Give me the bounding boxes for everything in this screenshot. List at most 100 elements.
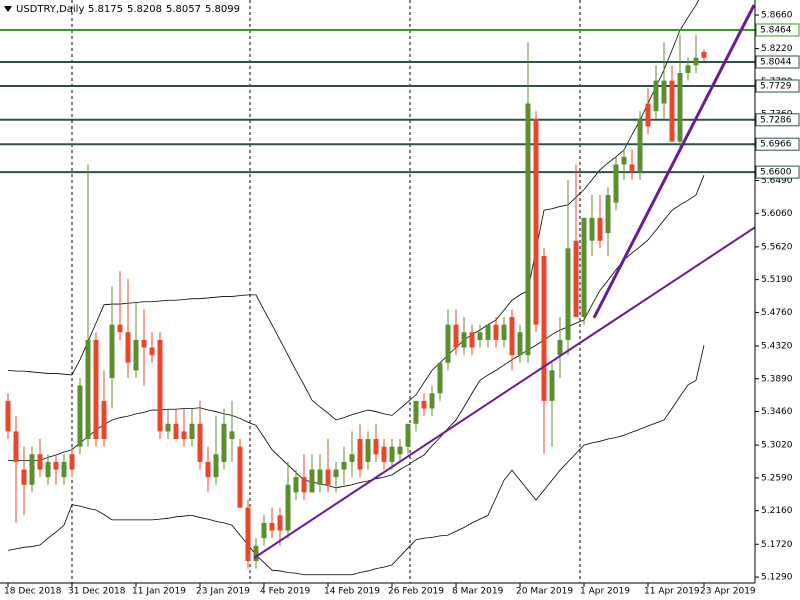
level-label-box bbox=[755, 23, 800, 37]
candle-body bbox=[341, 461, 347, 470]
candle-body bbox=[533, 118, 539, 325]
candle-body bbox=[261, 522, 267, 539]
candle-body bbox=[29, 454, 35, 485]
candle-body bbox=[237, 446, 243, 508]
candle-body bbox=[301, 477, 307, 493]
x-tick-label: 14 Feb 2019 bbox=[324, 587, 380, 597]
level-label-box bbox=[755, 137, 800, 151]
header-close: 5.8099 bbox=[205, 4, 240, 15]
candle-body bbox=[13, 431, 19, 462]
level-label: 5.6966 bbox=[760, 140, 792, 150]
candle-body bbox=[117, 324, 123, 333]
candle-body bbox=[277, 515, 283, 531]
x-tick-label: 20 Mar 2019 bbox=[516, 587, 573, 597]
candle-body bbox=[645, 103, 651, 127]
candle-body bbox=[5, 400, 11, 432]
candle-body bbox=[285, 484, 291, 531]
candle-body bbox=[21, 469, 27, 485]
candle-body bbox=[621, 156, 627, 165]
candle-body bbox=[189, 423, 195, 440]
candle-body bbox=[61, 461, 67, 478]
x-tick-label: 23 Jan 2019 bbox=[196, 587, 250, 597]
trendline bbox=[592, 4, 755, 319]
header-low: 5.8057 bbox=[166, 4, 201, 15]
candle-body bbox=[445, 324, 451, 363]
period-separators bbox=[71, 0, 581, 583]
candle-body bbox=[37, 454, 43, 470]
candle-body bbox=[309, 469, 315, 493]
candle-body bbox=[269, 522, 275, 531]
candle-body bbox=[397, 446, 403, 455]
y-tick-label: 5.4320 bbox=[761, 341, 793, 351]
y-tick-label: 5.6060 bbox=[761, 209, 793, 219]
candle-body bbox=[541, 256, 547, 401]
y-tick-label: 5.8660 bbox=[761, 11, 793, 21]
x-tick-label: 1 Apr 2019 bbox=[580, 587, 630, 597]
plot-area bbox=[0, 0, 755, 576]
bollinger-band bbox=[8, 175, 705, 489]
candle-body bbox=[77, 385, 83, 447]
candle-body bbox=[181, 431, 187, 440]
candle-body bbox=[501, 324, 507, 340]
candle-body bbox=[133, 339, 139, 371]
x-tick-label: 11 Apr 2019 bbox=[644, 587, 700, 597]
x-tick-label: 4 Feb 2019 bbox=[260, 587, 311, 597]
x-tick-label: 8 Mar 2019 bbox=[452, 587, 504, 597]
candle-body bbox=[509, 317, 515, 356]
candle-body bbox=[605, 194, 611, 234]
candle-body bbox=[157, 339, 163, 432]
candle-body bbox=[101, 400, 107, 440]
level-label: 5.8464 bbox=[760, 25, 792, 35]
candle-body bbox=[69, 454, 75, 470]
y-tick-label: 5.3460 bbox=[761, 407, 793, 417]
candle-body bbox=[485, 324, 491, 340]
candle-body bbox=[365, 439, 371, 462]
candle-body bbox=[221, 423, 227, 462]
x-tick-label: 11 Jan 2019 bbox=[132, 587, 186, 597]
candle-body bbox=[653, 80, 659, 112]
candle-body bbox=[197, 423, 203, 462]
candle-body bbox=[517, 332, 523, 356]
candle-body bbox=[573, 240, 579, 318]
candle-body bbox=[429, 393, 435, 409]
candle-body bbox=[565, 248, 571, 340]
axes: 5.86605.82205.77905.73605.69205.64905.60… bbox=[4, 11, 800, 597]
candle-body bbox=[381, 446, 387, 462]
candle-body bbox=[557, 339, 563, 356]
candle-body bbox=[53, 461, 59, 470]
candle-body bbox=[389, 446, 395, 462]
candle-body bbox=[685, 65, 691, 73]
candle-body bbox=[661, 80, 667, 104]
candle-body bbox=[141, 339, 147, 348]
candle-body bbox=[629, 164, 635, 173]
candle-body bbox=[549, 370, 555, 401]
candle-body bbox=[293, 477, 299, 493]
level-label-box bbox=[755, 55, 800, 69]
x-tick-label: 26 Feb 2019 bbox=[388, 587, 444, 597]
candle-body bbox=[45, 461, 51, 478]
candle-body bbox=[325, 469, 331, 485]
candle-body bbox=[589, 217, 595, 241]
y-tick-label: 5.3020 bbox=[761, 441, 793, 451]
candle-body bbox=[229, 431, 235, 440]
candle-body bbox=[581, 217, 587, 318]
candle-body bbox=[85, 339, 91, 440]
candle-body bbox=[701, 52, 707, 58]
candle-body bbox=[637, 118, 643, 173]
y-tick-label: 5.3890 bbox=[761, 374, 793, 384]
x-tick-label: 31 Dec 2018 bbox=[68, 587, 126, 597]
candle-body bbox=[493, 324, 499, 340]
level-label: 5.7286 bbox=[760, 115, 792, 125]
y-tick-label: 5.5190 bbox=[761, 275, 793, 285]
candle-body bbox=[453, 324, 459, 348]
y-tick-label: 5.2160 bbox=[761, 506, 793, 516]
x-tick-label: 18 Dec 2018 bbox=[4, 587, 62, 597]
candle-body bbox=[125, 332, 131, 363]
candle-body bbox=[317, 469, 323, 485]
candle-body bbox=[421, 400, 427, 409]
header-open: 5.8175 bbox=[88, 4, 123, 15]
candle-body bbox=[677, 72, 683, 142]
header-high: 5.8208 bbox=[127, 4, 162, 15]
